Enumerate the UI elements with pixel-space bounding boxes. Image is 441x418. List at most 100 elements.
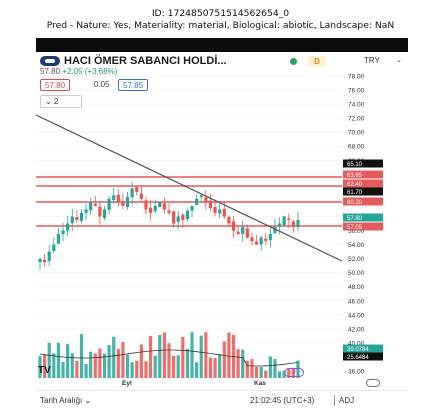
volume-bar: [130, 362, 134, 378]
tradingview-logo: TV: [38, 365, 51, 376]
candle: [52, 237, 56, 254]
volume-bar: [121, 341, 125, 378]
candlesticks: [38, 181, 300, 270]
volume-bar: [84, 364, 88, 378]
y-tick-label: 36.00: [348, 369, 365, 376]
candle: [291, 219, 295, 233]
candle: [199, 194, 203, 203]
price-change: +2.05 (+3.68%): [62, 67, 118, 76]
volume-bar: [79, 334, 84, 378]
delay-badge: D: [308, 56, 326, 67]
volume-bar: [89, 351, 93, 378]
volume-bar: [259, 367, 263, 378]
sell-button[interactable]: 57.80: [40, 79, 71, 91]
currency-selector[interactable]: TRY ⌄: [364, 56, 404, 67]
candle: [227, 215, 231, 227]
candle: [144, 196, 148, 215]
x-label-eyl: Eyl: [122, 380, 132, 387]
price-tag: 57.80: [343, 213, 383, 222]
volume-bar: [296, 360, 300, 378]
candle: [213, 199, 217, 217]
y-tick-label: 74.00: [348, 102, 365, 109]
candle: [102, 206, 107, 221]
candle: [38, 258, 42, 270]
candle: [107, 196, 111, 215]
y-tick-label: 72.00: [348, 116, 365, 123]
candle: [282, 215, 286, 226]
candle: [181, 213, 185, 229]
candle: [98, 200, 102, 225]
volume-bar: [245, 360, 249, 378]
candle: [236, 226, 240, 236]
volume-bar: [158, 335, 162, 378]
volume-bar: [291, 367, 295, 378]
y-tick-label: 68.00: [348, 144, 365, 151]
price-tag: 63.65: [343, 170, 383, 179]
price-tag: 60.20: [343, 197, 383, 206]
candle: [61, 222, 65, 241]
go-to-latest-button[interactable]: 3: [284, 368, 304, 377]
volume-bar: [195, 362, 199, 378]
candle: [176, 211, 180, 230]
chevron-down-icon: ⌄: [396, 57, 402, 64]
svg-text:39.0784: 39.0784: [347, 347, 369, 353]
volume-moving-average: [39, 349, 299, 367]
volume-bar: [66, 344, 70, 378]
svg-text:63.65: 63.65: [347, 173, 363, 179]
date-range-button[interactable]: Tarih Aralığı ⌄: [40, 396, 92, 405]
candle: [148, 200, 153, 221]
svg-text:57.80: 57.80: [347, 216, 363, 222]
candle: [125, 191, 130, 210]
volume-bar: [241, 349, 245, 378]
candle: [43, 253, 47, 267]
volume-bar: [56, 342, 61, 378]
candle: [116, 189, 120, 207]
volume-bar: [61, 361, 65, 378]
volume-bar: [167, 343, 171, 378]
scroll-handle[interactable]: [366, 379, 380, 387]
caption-id: ID: 1724850751514562654_0: [151, 8, 290, 19]
volume-bar: [264, 370, 268, 378]
svg-text:60.20: 60.20: [347, 200, 363, 206]
adj-toggle[interactable]: ADJ: [339, 396, 355, 405]
bottom-toolbar: Tarih Aralığı ⌄ 21:02:45 (UTC+3) ADJ: [36, 390, 408, 410]
candle: [250, 232, 254, 246]
price-tags: 65.10 63.65 62.40 61.70 60.20 57.80 57.05 39.07…: [343, 159, 383, 361]
price-tag: 65.10: [343, 159, 383, 168]
timezone-clock[interactable]: 21:02:45 (UTC+3): [250, 396, 315, 405]
quote-row: 57.80 0.05 57.85: [40, 79, 200, 91]
price-chart[interactable]: 78.0076.0074.0072.0070.0068.0066.0064.00…: [36, 38, 408, 410]
company-logo: [40, 56, 60, 66]
volume-bar: [107, 345, 111, 378]
candle: [79, 209, 84, 224]
symbol-header: HACI ÖMER SABANCI HOLDİ... D TRY ⌄: [36, 54, 408, 69]
candle: [287, 213, 291, 228]
candle: [167, 203, 171, 215]
volume-bar: [213, 358, 217, 378]
candle: [139, 185, 143, 201]
candle: [273, 218, 277, 234]
price-tag: 61.70: [343, 187, 383, 196]
volume-bar: [199, 335, 203, 378]
y-tick-label: 48.00: [348, 284, 365, 291]
indicator-collapse-button[interactable]: ⌄ 2: [40, 95, 82, 108]
candle: [70, 208, 74, 231]
svg-text:25.6484: 25.6484: [347, 355, 369, 361]
y-tick-label: 46.00: [348, 298, 365, 305]
candle: [268, 227, 272, 248]
candle: [93, 196, 97, 207]
price-tag: 39.0784: [343, 344, 383, 353]
y-tick-label: 42.00: [348, 326, 365, 333]
volume-bar: [93, 353, 97, 378]
volume-bar: [222, 341, 226, 378]
caption-prediction: Pred - Nature: Yes, Materiality: materia…: [46, 19, 395, 31]
candle: [185, 208, 190, 222]
buy-button[interactable]: 57.85: [118, 79, 149, 91]
candle: [89, 197, 93, 215]
y-tick-label: 78.00: [348, 74, 365, 81]
y-tick-label: 44.00: [348, 312, 365, 319]
symbol-title[interactable]: HACI ÖMER SABANCI HOLDİ...: [64, 55, 227, 67]
candle: [218, 201, 222, 219]
candle: [245, 224, 249, 239]
candle: [208, 194, 213, 212]
